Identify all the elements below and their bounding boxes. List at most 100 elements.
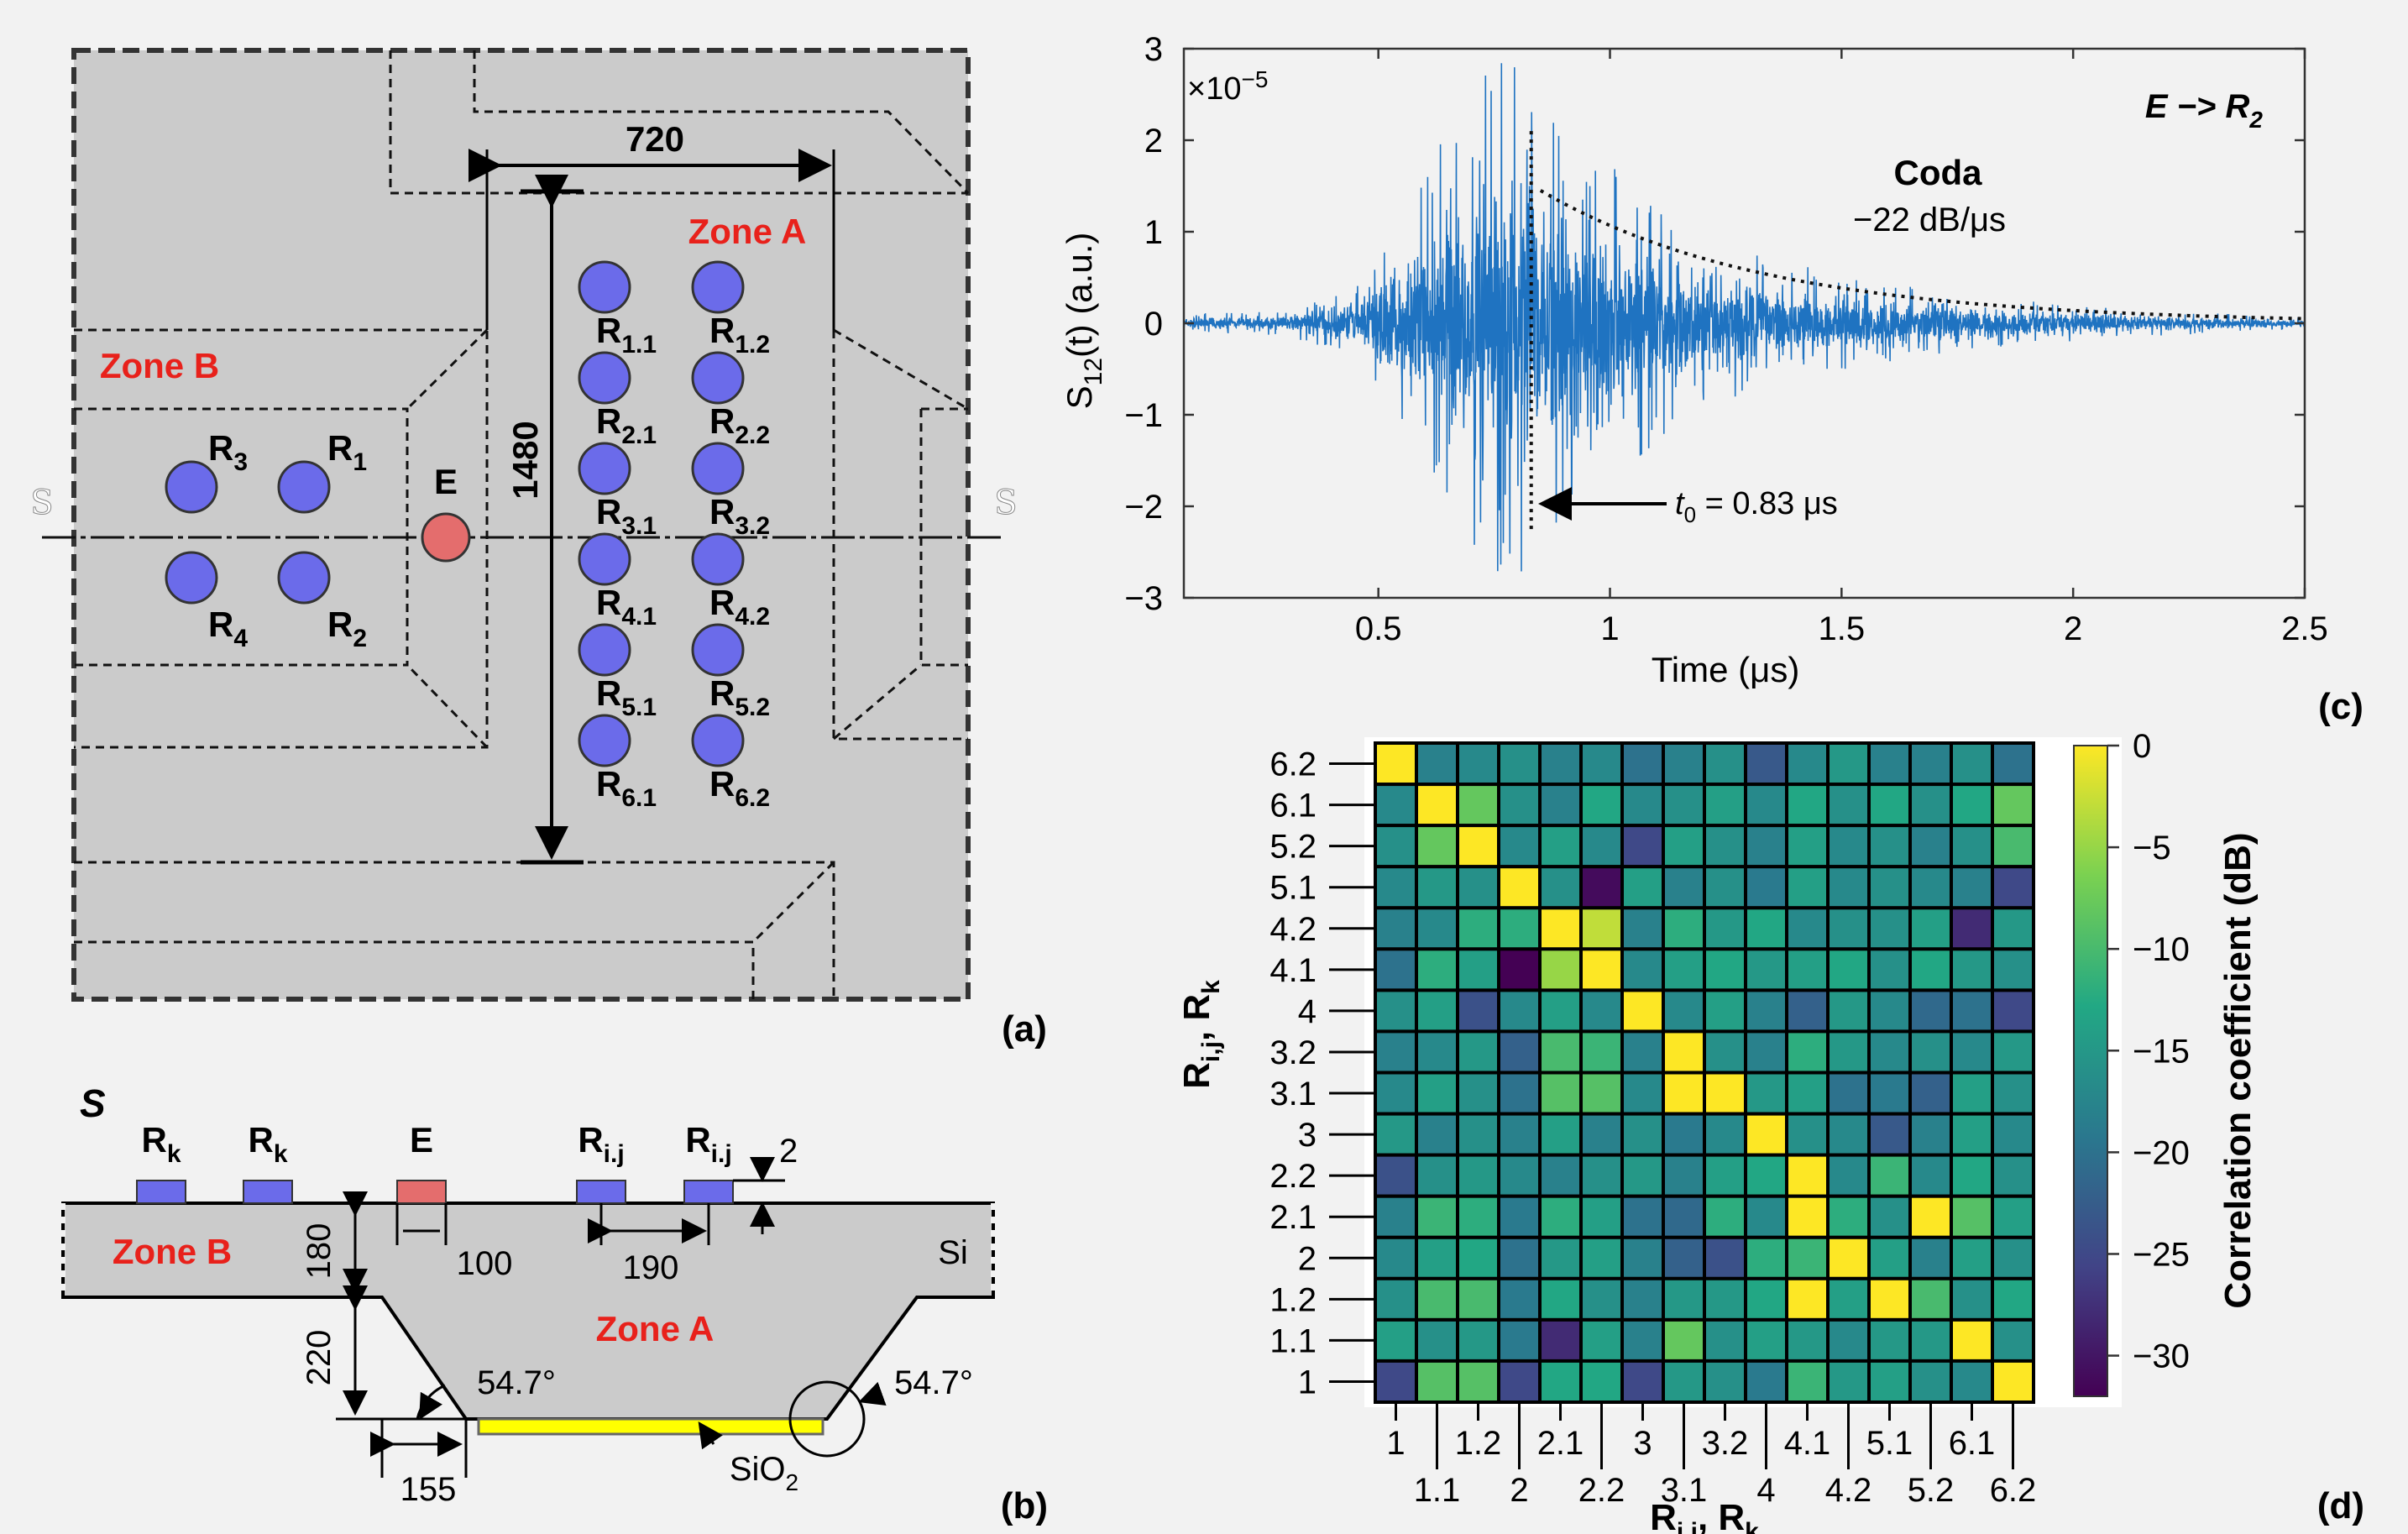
- heatmap-cell: [1991, 947, 2035, 992]
- heatmap-cell: [1415, 1359, 1459, 1405]
- heatmap-cell: [1908, 1071, 1953, 1116]
- heatmap-cell: [1662, 865, 1706, 910]
- emitter-dot: [421, 512, 471, 563]
- heatmap-cell: [1456, 824, 1500, 869]
- heatmap-cell: [1703, 824, 1747, 869]
- heatmap-cell: [1415, 906, 1459, 951]
- heatmap-cell: [1867, 1317, 1912, 1364]
- heatmap-y-tick-label: 4: [1298, 993, 1317, 1030]
- t0-label: t0 = 0.83 μs: [1675, 486, 1838, 527]
- oxide-layer: [477, 1417, 824, 1436]
- heatmap-cell: [1620, 1071, 1665, 1116]
- heatmap-cell: [1579, 783, 1624, 828]
- y-tick-label: 0: [1144, 306, 1163, 343]
- heatmap-cell: [1867, 947, 1912, 992]
- receiver-dot: [165, 460, 218, 514]
- heatmap-cell: [1785, 1029, 1830, 1075]
- heatmap-cell: [1867, 1153, 1912, 1198]
- heatmap-x-ticks: 11.1 1.222.1 2.233.1 3.244.1 4.2 5.1 5.2 6.1 6.2: [1386, 1402, 2036, 1509]
- heatmap-cell: [1826, 783, 1871, 828]
- heatmap-cell: [1497, 1359, 1542, 1405]
- receiver-label: R5.2: [709, 673, 770, 721]
- heatmap-cell: [1867, 1359, 1912, 1405]
- heatmap-cell: [1374, 906, 1418, 951]
- heatmap-cell: [1538, 1071, 1583, 1116]
- heatmap-y-tick-label: 6.2: [1269, 746, 1317, 783]
- heatmap-x-tick-label: 2.2: [1578, 1472, 1625, 1509]
- heatmap-cell: [1785, 1317, 1830, 1364]
- heatmap-cell: [1497, 783, 1542, 828]
- heatmap-y-tick-label: 3.1: [1269, 1076, 1317, 1113]
- receiver-label: R6.1: [596, 764, 657, 812]
- heatmap-y-tick-label: 2.1: [1269, 1199, 1317, 1236]
- heatmap-cell: [1826, 1153, 1871, 1198]
- heatmap-x-tick-label: 5.2: [1908, 1472, 1955, 1509]
- heatmap-cell: [1456, 1112, 1500, 1157]
- heatmap-cell: [1579, 1276, 1624, 1322]
- pad-rij-1: [576, 1180, 626, 1204]
- heatmap-cell: [1579, 1029, 1624, 1075]
- heatmap-y-ticks: 1 1.1 1.2 2 2.1 2.2 3 3.1 3.2 4 4.1 4.2 5.1 5.2 6.1 6.2: [1269, 746, 1375, 1400]
- dim-720-label: 720: [626, 119, 684, 159]
- heatmap-cell: [1703, 988, 1747, 1034]
- receiver-label: R2.2: [709, 401, 770, 449]
- heatmap-cell: [1538, 1276, 1583, 1322]
- heatmap-cell: [1950, 1317, 1994, 1364]
- heatmap-cell: [1908, 1359, 1953, 1405]
- heatmap-cell: [1456, 947, 1500, 992]
- heatmap-cell: [1991, 1194, 2035, 1239]
- heatmap-cell: [1662, 741, 1706, 787]
- x-tick-label: 2.5: [2281, 610, 2328, 647]
- heatmap-cell: [1456, 906, 1500, 951]
- heatmap-cell: [1950, 906, 1994, 951]
- heatmap-cell: [1950, 1235, 1994, 1280]
- heatmap-cell: [1908, 947, 1953, 992]
- x-axis-label: Time (μs): [1652, 650, 1800, 689]
- colorbar-tick-label: 0: [2133, 728, 2151, 765]
- heatmap-y-tick-label: 3: [1298, 1117, 1317, 1154]
- heatmap-cell: [1950, 1276, 1994, 1322]
- heatmap-cell: [1620, 906, 1665, 951]
- heatmap-cell: [1785, 1194, 1830, 1239]
- heatmap-cell: [1991, 1235, 2035, 1280]
- heatmap-cell: [1908, 1029, 1953, 1075]
- dim-offset: 155: [400, 1471, 457, 1508]
- heatmap-cell: [1497, 1194, 1542, 1239]
- heatmap-x-tick-label: 5.1: [1866, 1425, 1913, 1462]
- heatmap-cell: [1374, 783, 1418, 828]
- heatmap-cell: [1374, 1071, 1418, 1116]
- heatmap-cell: [1785, 906, 1830, 951]
- heatmap-cell: [1538, 1317, 1583, 1364]
- pad-rij-2: [683, 1180, 734, 1204]
- heatmap-cell: [1579, 1112, 1624, 1157]
- heatmap-cell: [1785, 947, 1830, 992]
- heatmap-cell: [1744, 741, 1788, 787]
- heatmap-cell: [1785, 783, 1830, 828]
- heatmap-cell: [1538, 1235, 1583, 1280]
- heatmap-cell: [1579, 988, 1624, 1034]
- heatmap-cell: [1456, 1194, 1500, 1239]
- dim-emitter-width: 100: [457, 1245, 513, 1282]
- heatmap-cell: [1991, 988, 2035, 1034]
- heatmap-cell: [1785, 1153, 1830, 1198]
- heatmap-cell: [1991, 1112, 2035, 1157]
- heatmap-cell: [1950, 1194, 1994, 1239]
- heatmap-x-tick-label: 2.1: [1537, 1425, 1584, 1462]
- receiver-label: R1.2: [709, 311, 770, 359]
- colorbar-tick-label: −5: [2133, 830, 2171, 866]
- heatmap-cell: [1908, 865, 1953, 910]
- heatmap-x-label: Ri,j, Rk: [1650, 1497, 1759, 1534]
- heatmap-cell: [1538, 988, 1583, 1034]
- zone-a-receivers: R1.1 R1.2 R2.1 R2.2 R3.1 R3.2 R4.1 R4.2 R5.1 R5.2…: [578, 260, 770, 812]
- colorbar-tick-label: −20: [2133, 1134, 2190, 1171]
- heatmap-cell: [1867, 1235, 1912, 1280]
- heatmap-cell: [1744, 947, 1788, 992]
- heatmap-cell: [1497, 1112, 1542, 1157]
- receiver-dot: [691, 351, 745, 405]
- heatmap-cell: [1662, 1112, 1706, 1157]
- angle-left-label: 54.7°: [477, 1364, 556, 1401]
- heatmap-y-tick-label: 4.1: [1269, 952, 1317, 989]
- heatmap-cell: [1497, 906, 1542, 951]
- heatmap-cell: [1374, 1235, 1418, 1280]
- heatmap-cell: [1538, 947, 1583, 992]
